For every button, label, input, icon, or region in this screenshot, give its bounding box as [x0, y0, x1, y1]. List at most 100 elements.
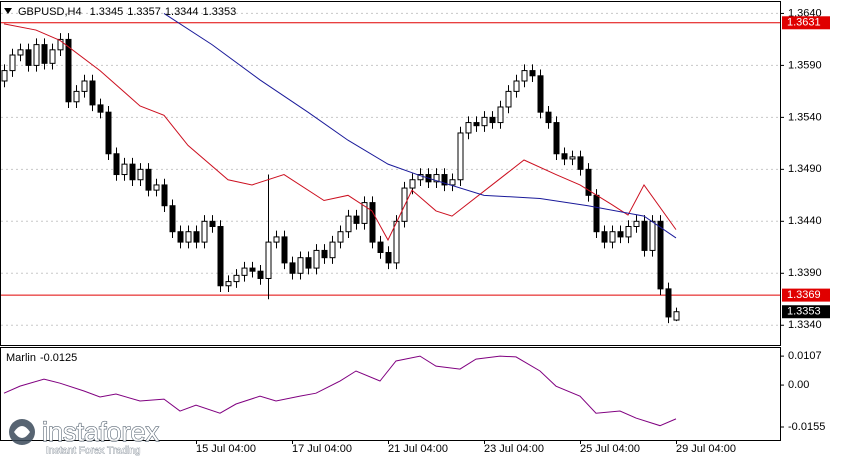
panel-plot: [1, 13, 780, 324]
indicator-value: -0.0125: [40, 352, 77, 364]
candle-body: [497, 106, 504, 124]
candle-body: [265, 241, 272, 279]
candle-body: [433, 174, 440, 183]
current-price-label: 1.3353: [787, 306, 821, 318]
candle-body: [409, 179, 416, 189]
candle-body: [273, 236, 280, 243]
candle-body: [257, 270, 264, 279]
indicator-title: Marlin: [6, 352, 36, 364]
watermark: instaforex Instant Forex Trading: [9, 417, 160, 457]
candle-body: [289, 262, 296, 274]
y-tick-label: 1.3440: [788, 215, 822, 227]
candle-body: [241, 267, 248, 276]
high-value: 1.3357: [127, 6, 161, 18]
candle-body: [369, 202, 376, 243]
x-tick-label: 23 Jul 04:00: [484, 443, 544, 455]
candle-body: [473, 122, 480, 127]
candle-body: [377, 241, 384, 253]
candle-body: [17, 49, 24, 56]
watermark-brand: instaforex: [42, 417, 160, 447]
candle-body: [337, 231, 344, 243]
symbol-title: GBPUSD,H4: [18, 6, 82, 18]
candle-body: [577, 156, 584, 170]
candle-body: [617, 231, 624, 238]
candle-body: [457, 132, 464, 181]
open-value: 1.3345: [90, 6, 124, 18]
candle-body: [481, 116, 488, 127]
candle-body: [441, 174, 448, 186]
low-value: 1.3344: [165, 6, 199, 18]
candle-body: [521, 70, 528, 82]
y-tick-label: 0.00: [788, 379, 809, 391]
y-tick-label: -0.0155: [788, 421, 825, 433]
candle-body: [193, 231, 200, 243]
candle-body: [657, 220, 664, 290]
candle-body: [217, 226, 224, 287]
candle-body: [361, 202, 368, 224]
candle-body: [297, 257, 304, 274]
chart-header: GBPUSD,H4 1.3345 1.3357 1.3344 1.3353: [18, 6, 236, 18]
candle-body: [625, 226, 632, 238]
watermark-tagline: Instant Forex Trading: [46, 446, 141, 457]
indicator-panel-frame: [0, 347, 781, 441]
close-value: 1.3353: [203, 6, 237, 18]
current-price-box: [782, 305, 830, 319]
level-label-box: [782, 288, 830, 302]
moving-average-line: [163, 13, 677, 239]
candle-body: [465, 122, 472, 134]
candle-body: [1, 70, 8, 82]
candle-body: [9, 54, 16, 72]
candle-body: [169, 205, 176, 233]
candle-body: [673, 311, 680, 321]
candle-body: [609, 231, 616, 243]
y-tick-label: 1.3340: [788, 319, 822, 331]
candle-body: [89, 80, 96, 106]
level-label: 1.3369: [787, 289, 821, 301]
panel-plot: [3, 355, 677, 427]
watermark-logo-mark: [14, 426, 30, 438]
y-tick-label: 1.3540: [788, 111, 822, 123]
candle-body: [137, 168, 144, 181]
candle-body: [449, 179, 456, 186]
candle-body: [593, 194, 600, 233]
plot-layer: 1.36401.35901.35401.34901.34401.33901.33…: [1, 7, 830, 455]
x-tick-label: 21 Jul 04:00: [388, 443, 448, 455]
main-panel-frame: [0, 1, 781, 346]
candle-body: [633, 220, 640, 228]
candle-body: [665, 288, 672, 318]
candle-body: [561, 153, 568, 160]
candle-body: [201, 220, 208, 243]
x-tick-label: 29 Jul 04:00: [676, 443, 736, 455]
y-tick-label: 1.3590: [788, 59, 822, 71]
y-tick-label: 1.3390: [788, 267, 822, 279]
candle-body: [505, 90, 512, 108]
candle-body: [353, 215, 360, 224]
candle-body: [385, 251, 392, 264]
candle-body: [393, 220, 400, 264]
candle-body: [73, 90, 80, 103]
candle-body: [81, 80, 88, 92]
y-tick-label: 1.3490: [788, 163, 822, 175]
candle-body: [25, 49, 32, 66]
candle-body: [313, 249, 320, 269]
moving-average-line: [3, 23, 677, 242]
y-tick-label: 0.0107: [788, 350, 822, 362]
candle-body: [545, 111, 552, 124]
candle-body: [177, 231, 184, 243]
candle-body: [281, 236, 288, 264]
candle-body: [417, 174, 424, 181]
candle-body: [57, 38, 64, 51]
symbol-menu-icon[interactable]: [4, 8, 12, 14]
candle-body: [185, 231, 192, 243]
candle-body: [41, 44, 48, 64]
candle-body: [249, 267, 256, 272]
candle-body: [537, 75, 544, 113]
candle-body: [33, 44, 40, 66]
candle-body: [105, 111, 112, 155]
candle-body: [321, 249, 328, 259]
candle-body: [601, 231, 608, 243]
candle-body: [161, 184, 168, 207]
candle-body: [329, 241, 336, 259]
candle-body: [345, 215, 352, 233]
